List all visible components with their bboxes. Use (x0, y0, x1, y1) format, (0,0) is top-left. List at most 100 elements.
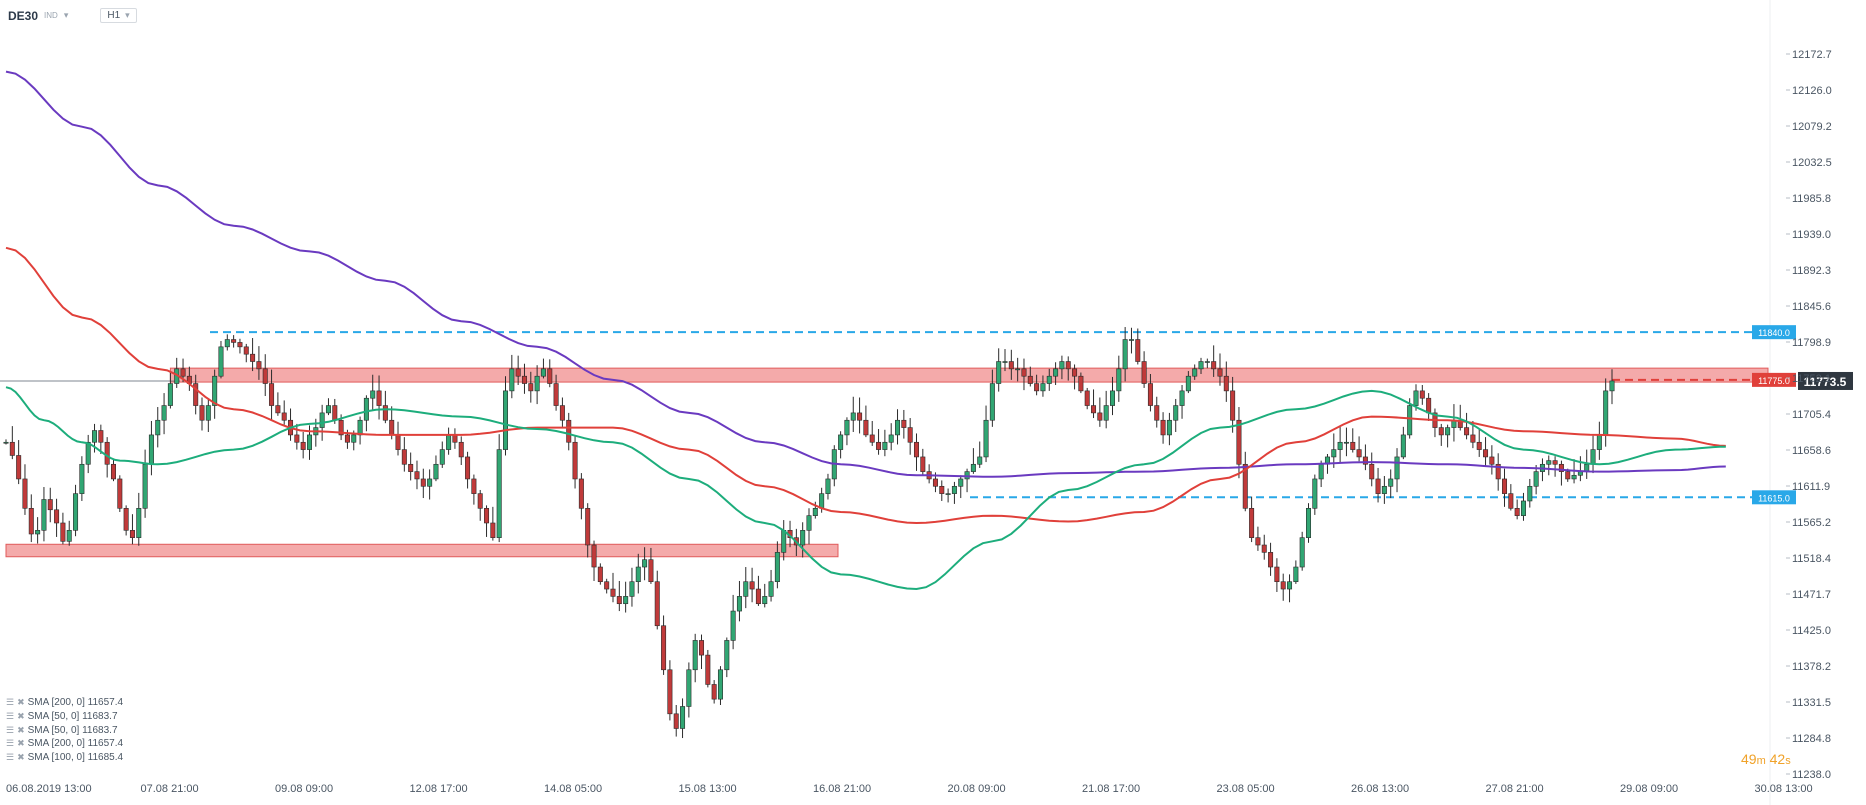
candle-body (1040, 383, 1046, 392)
candle-body (351, 434, 357, 443)
close-icon[interactable]: ✖ (17, 738, 25, 749)
candle-body (231, 339, 237, 343)
candle-body (408, 463, 414, 472)
y-tick-label: 12126.0 (1792, 85, 1832, 97)
y-tick-label: 12079.2 (1792, 121, 1832, 133)
candle-body (3, 441, 9, 444)
y-tick-label: 11611.9 (1792, 481, 1830, 493)
candle (692, 633, 698, 683)
settings-icon[interactable]: ☰ (6, 752, 15, 763)
candle-body (1350, 441, 1356, 450)
candle (484, 505, 490, 537)
candle (654, 570, 660, 630)
candle (439, 441, 445, 468)
candle (1192, 364, 1198, 380)
candle-body (521, 375, 527, 384)
settings-icon[interactable]: ☰ (6, 724, 15, 735)
candle (1274, 558, 1280, 592)
candle-body (129, 530, 135, 538)
candle-body (977, 456, 983, 465)
candle-body (945, 493, 951, 495)
candle (465, 451, 471, 489)
candle (686, 662, 692, 718)
candle (895, 409, 901, 445)
candle (673, 705, 679, 737)
candle (888, 423, 894, 451)
candle (1369, 452, 1375, 487)
candle (996, 348, 1002, 392)
candle-body (357, 419, 363, 436)
candle-body (1236, 419, 1242, 465)
candle-body (60, 522, 66, 542)
candle (123, 505, 129, 536)
candle (1293, 560, 1299, 584)
close-icon[interactable]: ✖ (17, 697, 25, 707)
candle (1211, 345, 1217, 377)
candle (161, 393, 167, 435)
candle-body (540, 368, 546, 377)
candle-body (1242, 463, 1248, 509)
resistance-zone (5, 543, 839, 558)
timeframe-selector[interactable]: H1 ▾ (100, 8, 137, 23)
candle (243, 343, 249, 363)
candle (288, 408, 294, 441)
candle-body (471, 478, 477, 494)
legend-label: SMA [50, 0] 11683.7 (27, 724, 118, 736)
candle (1287, 574, 1293, 603)
close-icon[interactable]: ✖ (17, 724, 25, 735)
candle (199, 397, 205, 431)
settings-icon[interactable]: ☰ (6, 697, 15, 707)
candle (566, 412, 572, 451)
x-tick-label: 30.08 13:00 (1755, 783, 1813, 795)
close-icon[interactable]: ✖ (17, 710, 25, 721)
legend-item: ☰ ✖ SMA [200, 0] 11657.4 (6, 737, 123, 751)
candle-body (319, 412, 325, 428)
countdown-minutes: 49 (1741, 751, 1757, 767)
candle-body (680, 706, 686, 729)
candle-body (509, 368, 515, 392)
legend-item: ☰ ✖ SMA [50, 0] 11683.7 (6, 724, 123, 738)
candle (1141, 351, 1147, 388)
candle-body (800, 530, 806, 546)
candle (1356, 436, 1362, 462)
candle (1128, 327, 1134, 354)
candle-body (850, 412, 856, 421)
candle-body (66, 530, 72, 542)
candle-body (104, 441, 110, 465)
legend-item: ☰ ✖ SMA [50, 0] 11683.7 (6, 710, 123, 724)
current-price-label: 11773.5 (1804, 375, 1847, 389)
candle (1438, 423, 1444, 446)
candle-body (901, 419, 907, 428)
candle (1603, 378, 1609, 447)
candle-body (306, 434, 312, 450)
candle-body (1223, 375, 1229, 392)
candle (1514, 499, 1520, 520)
candle-body (717, 669, 723, 700)
candle (1249, 496, 1255, 543)
candle-body (262, 368, 268, 384)
candle (958, 475, 964, 499)
candle-body (673, 713, 679, 729)
settings-icon[interactable]: ☰ (6, 710, 15, 721)
legend-label: SMA [200, 0] 11657.4 (27, 697, 124, 708)
candle (47, 487, 53, 523)
y-tick-label: 11331.5 (1792, 697, 1831, 709)
candle-body (1362, 456, 1368, 465)
candle-body (1577, 471, 1583, 476)
candle-body (1331, 449, 1337, 458)
candle-body (1185, 375, 1191, 392)
candle-body (755, 588, 761, 605)
settings-icon[interactable]: ☰ (6, 738, 15, 749)
close-icon[interactable]: ✖ (17, 752, 25, 763)
countdown-minutes-unit: m (1756, 755, 1766, 767)
candle (1135, 328, 1141, 365)
candle (1558, 460, 1564, 486)
candle-body (370, 390, 376, 399)
candle-body (1128, 339, 1134, 341)
symbol-selector[interactable]: DE30 (8, 8, 39, 23)
y-tick-label: 11238.0 (1792, 769, 1831, 781)
candle (294, 423, 300, 450)
candle-body (1533, 471, 1539, 487)
chevron-down-icon[interactable]: ▾ (63, 10, 69, 20)
